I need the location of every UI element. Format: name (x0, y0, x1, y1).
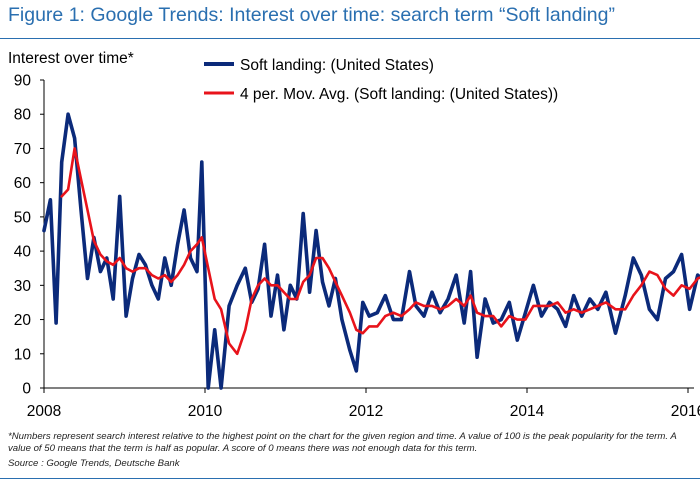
legend-label-moving-average: 4 per. Mov. Avg. (Soft landing: (United … (240, 86, 558, 103)
x-tick-label: 2010 (188, 403, 223, 420)
title-rule (0, 38, 700, 39)
y-tick-label: 0 (22, 381, 31, 398)
y-axis-label: Interest over time* (8, 50, 134, 67)
series-layer (42, 112, 700, 390)
y-tick-label: 20 (14, 312, 32, 329)
trend-chart: Interest over time* 0102030405060708090 … (8, 50, 700, 420)
legend: Soft landing: (United States) 4 per. Mov… (204, 57, 558, 103)
source-note: Source : Google Trends, Deutsche Bank (8, 458, 180, 469)
legend-label-soft-landing: Soft landing: (United States) (240, 57, 434, 74)
y-tick-label: 30 (14, 278, 32, 295)
x-tick-group: 20082010201220142016201820202022 (27, 388, 700, 420)
x-tick-label: 2008 (27, 403, 61, 420)
bottom-rule (0, 478, 700, 479)
y-tick-label: 60 (14, 175, 32, 192)
y-tick-label: 40 (14, 244, 32, 261)
x-tick-label: 2012 (349, 403, 383, 420)
y-tick-label: 90 (14, 73, 32, 90)
y-tick-label: 80 (14, 107, 32, 124)
footnote: *Numbers represent search interest relat… (8, 431, 677, 454)
y-tick-label: 10 (14, 346, 32, 363)
y-tick-group: 0 10 20 30 40 50 60 70 80 90 (14, 73, 44, 398)
y-tick-label: 70 (14, 141, 32, 158)
figure-title: Figure 1: Google Trends: Interest over t… (8, 4, 615, 26)
y-tick-label: 50 (14, 209, 32, 226)
series-line-soft-landing (42, 112, 700, 390)
x-tick-label: 2014 (510, 403, 545, 420)
series-line-moving-average (60, 147, 700, 356)
x-tick-label: 2016 (671, 403, 700, 420)
